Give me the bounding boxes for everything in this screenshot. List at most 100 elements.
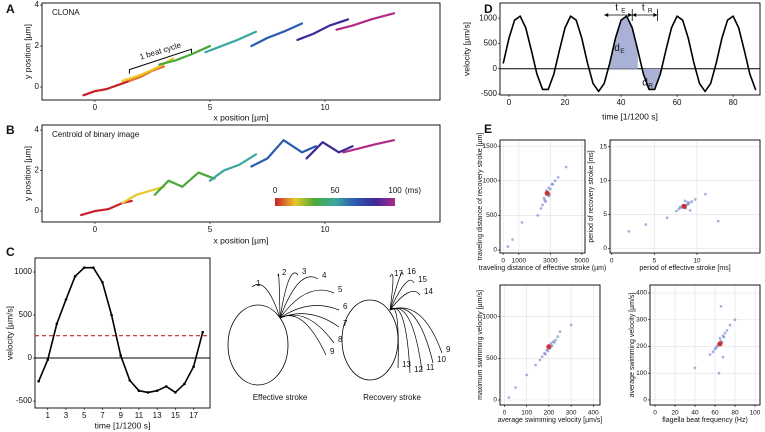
scatter-point [725, 329, 729, 332]
scatter-point [538, 358, 542, 362]
scatter-point [546, 344, 552, 350]
data-line [158, 44, 212, 66]
colorbar-tick-label: 0 [273, 186, 278, 195]
y-axis-label: velocity [µm/s] [4, 306, 14, 360]
data-point [201, 330, 205, 334]
panel-letter: E [484, 122, 492, 136]
data-line [250, 139, 317, 168]
x-axis-label: average swimming velocity [µm/s] [498, 417, 603, 424]
data-line [82, 79, 131, 97]
data-point [128, 379, 132, 382]
data-point [192, 365, 195, 368]
y-tick-label: 500 [486, 355, 497, 362]
scatter-point [546, 349, 550, 353]
data-point [137, 389, 141, 393]
scatter-point [678, 205, 682, 209]
scatter-point [551, 182, 555, 186]
stroke-label: 2 [282, 268, 287, 277]
x-tick-label: 1000 [512, 258, 527, 265]
stroke-label: 10 [437, 355, 446, 364]
scatter-point [675, 209, 678, 213]
data-line [296, 18, 350, 42]
flagellum [389, 307, 399, 369]
x-tick-label: 60 [673, 98, 682, 107]
data-line [342, 139, 396, 154]
scatter-point [721, 355, 725, 359]
data-line [153, 171, 216, 196]
plot-title: CLONA [52, 8, 80, 17]
stroke-label: 13 [402, 360, 411, 369]
y-tick-label: 4 [35, 0, 40, 9]
x-tick-label: 0 [501, 258, 505, 265]
data-line [121, 185, 166, 205]
scatter-point [549, 341, 553, 345]
panel-letter: A [6, 2, 15, 16]
colorbar-tick-label: 100 [388, 186, 402, 195]
y-tick-label: 0 [493, 247, 497, 254]
flagellum [279, 315, 327, 356]
scatter-point [544, 190, 550, 196]
y-tick-label: -500 [16, 396, 33, 405]
data-point [110, 313, 113, 317]
y-axis-label: y position [µm] [22, 146, 32, 201]
scatter-point [569, 323, 573, 327]
data-point [146, 391, 150, 394]
y-tick-label: 100 [636, 370, 647, 377]
scatter-point [686, 200, 689, 204]
y-tick-label: 0 [493, 64, 498, 73]
flagellum [279, 289, 335, 319]
data-line [305, 141, 354, 160]
scatter-point [556, 175, 560, 179]
plot-frame [41, 2, 441, 101]
x-tick-label: 10 [693, 258, 701, 265]
data-point [119, 354, 122, 357]
scatter-point [553, 179, 557, 183]
panel-letter: D [484, 2, 493, 16]
scatter-point [693, 366, 697, 370]
scatter-point [688, 208, 692, 212]
y-tick-label: 500 [486, 212, 497, 219]
data-line [204, 30, 258, 54]
x-tick-label: 300 [566, 410, 577, 417]
x-tick-label: 3 [64, 411, 69, 420]
annotation: 1 beat cycle [139, 40, 183, 61]
x-axis-label: traveling distance of effective stroke (… [479, 265, 607, 272]
plot-frame [41, 124, 441, 223]
x-tick-label: 20 [561, 98, 570, 107]
annotation-subscript: E [620, 48, 625, 55]
x-tick-label: 3000 [543, 258, 558, 265]
annotation-subscript: R [648, 8, 653, 15]
scatter-point [728, 323, 732, 327]
y-tick-label: 0 [603, 245, 607, 252]
annotation: t [615, 3, 618, 14]
y-tick-label: 1000 [479, 13, 497, 22]
x-tick-label: 10 [321, 103, 330, 112]
shaded-area [609, 16, 638, 69]
annotation: t [642, 3, 645, 14]
y-axis-label: velocity [µm/s] [461, 22, 471, 76]
scatter-point [716, 219, 720, 223]
y-tick-label: 500 [484, 39, 498, 48]
x-tick-label: 11 [135, 411, 144, 420]
y-tick-label: 400 [636, 290, 647, 297]
y-tick-label: 0 [35, 82, 40, 91]
x-tick-label: 5 [653, 258, 657, 265]
data-point [82, 266, 86, 270]
stroke-label: 8 [338, 335, 343, 344]
y-tick-label: -500 [481, 89, 498, 98]
x-tick-label: 0 [93, 225, 98, 234]
x-axis-label: flagella beat frequency (Hz) [662, 417, 748, 424]
scatter-point [723, 331, 727, 335]
scatter-point [708, 353, 712, 356]
scatter-point [514, 386, 517, 389]
flagellum [389, 307, 443, 354]
y-tick-label: 1000 [483, 313, 498, 320]
y-tick-label: 0 [28, 353, 33, 362]
annotation-subscript: E [621, 8, 626, 15]
scatter-point [544, 352, 547, 356]
x-axis-label: x position [µm] [214, 112, 269, 122]
scatter-point [558, 330, 562, 334]
bracket [128, 48, 193, 74]
plot-frame [499, 139, 586, 254]
